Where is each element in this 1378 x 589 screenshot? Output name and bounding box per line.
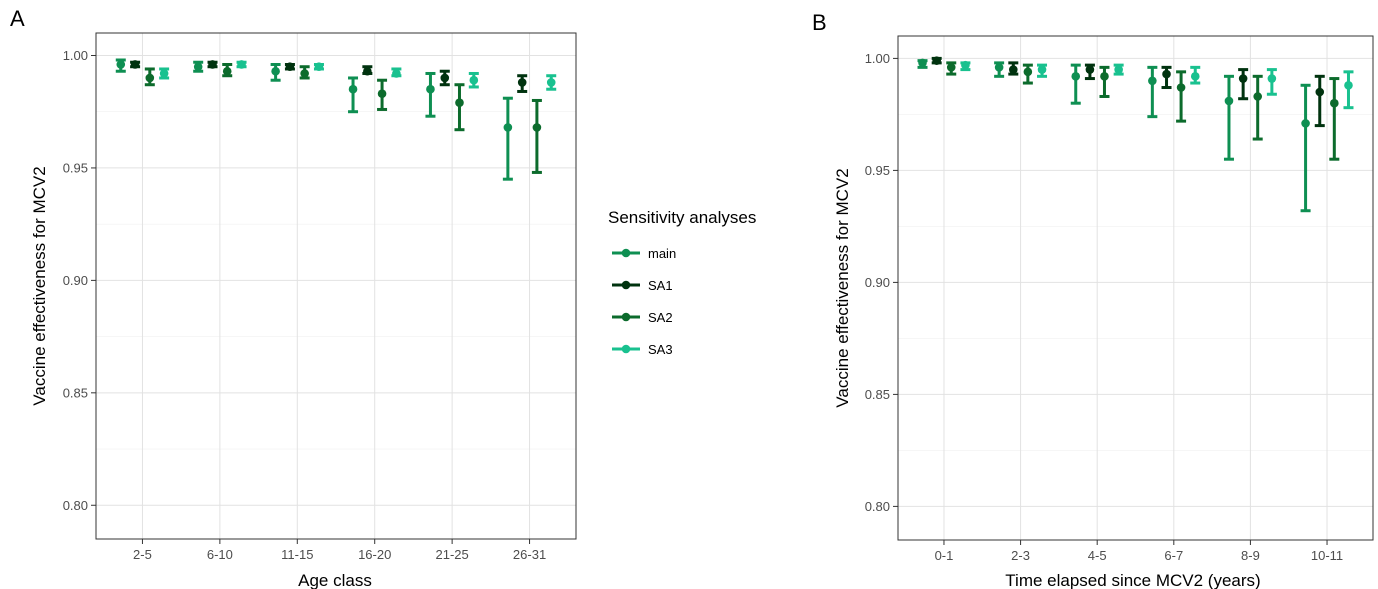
- panel-background: [898, 36, 1373, 540]
- legend-key-point: [621, 312, 631, 322]
- point-sa1: [440, 73, 450, 83]
- point-main: [503, 123, 513, 132]
- legend-label-sa2: SA2: [648, 310, 673, 325]
- point-sa2: [532, 123, 542, 132]
- point-main: [994, 63, 1004, 72]
- y-tick-label: 0.80: [63, 498, 88, 513]
- point-sa1: [1238, 74, 1248, 83]
- point-sa3: [392, 69, 401, 78]
- point-sa1: [1085, 65, 1095, 74]
- point-main: [116, 60, 126, 69]
- point-sa3: [1344, 80, 1353, 90]
- x-tick-label: 26-31: [513, 547, 546, 562]
- panel-b-x-axis-title: Time elapsed since MCV2 (years): [1005, 571, 1260, 589]
- panel-a-x-axis-title: Age class: [298, 571, 372, 589]
- legend-label-sa1: SA1: [648, 278, 673, 293]
- x-tick-label: 21-25: [436, 547, 469, 562]
- panel-background: [96, 33, 576, 539]
- y-tick-label: 1.00: [865, 51, 890, 66]
- y-tick-label: 0.80: [865, 499, 890, 514]
- point-main: [426, 84, 435, 94]
- point-main: [271, 66, 280, 76]
- point-sa3: [1114, 65, 1123, 74]
- x-tick-label: 10-11: [1311, 548, 1343, 563]
- point-sa1: [1009, 65, 1018, 74]
- x-tick-label: 2-3: [1011, 548, 1030, 563]
- point-sa1: [363, 66, 372, 76]
- panel-letter-a: A: [10, 6, 25, 31]
- point-sa3: [1267, 74, 1277, 83]
- y-tick-label: 0.85: [865, 387, 890, 402]
- x-tick-label: 0-1: [935, 548, 954, 563]
- legend-key-point: [621, 248, 631, 258]
- point-sa3: [469, 75, 479, 85]
- point-main: [1224, 96, 1234, 106]
- point-sa2: [300, 69, 309, 78]
- legend: Sensitivity analyses main SA1 SA2 SA3: [608, 208, 756, 357]
- point-sa3: [237, 60, 246, 69]
- y-tick-label: 0.95: [865, 163, 890, 178]
- point-sa3: [159, 69, 169, 78]
- x-tick-label: 6-7: [1164, 548, 1183, 563]
- panel-border: [897, 35, 1374, 541]
- point-sa2: [1253, 92, 1262, 101]
- point-main: [1071, 72, 1081, 81]
- y-tick-label: 0.90: [63, 273, 88, 288]
- point-sa3: [1190, 72, 1200, 81]
- panel-b-plot: 0.80 0.85 0.90 0.95 1.00 0-1 2-3 4-5 6-7 8-9 10-11: [865, 35, 1374, 563]
- point-sa2: [377, 89, 387, 99]
- x-tick-label: 8-9: [1241, 548, 1260, 563]
- point-main: [348, 84, 358, 94]
- point-sa1: [1315, 87, 1325, 97]
- point-sa2: [1330, 98, 1339, 108]
- point-sa1: [130, 60, 140, 69]
- x-tick-label: 11-15: [281, 547, 313, 562]
- point-sa3: [1037, 65, 1047, 74]
- legend-label-main: main: [648, 246, 676, 261]
- point-main: [918, 58, 927, 68]
- panel-letter-b: B: [812, 10, 827, 35]
- legend-key-point: [621, 344, 631, 354]
- point-sa2: [1176, 83, 1186, 92]
- point-sa1: [1162, 69, 1171, 79]
- point-sa2: [946, 63, 956, 72]
- y-tick-label: 1.00: [63, 48, 88, 63]
- point-sa2: [145, 73, 155, 83]
- point-sa1: [932, 56, 941, 65]
- panel-a-y-axis-title: Vaccine effectiveness for MCV2: [30, 166, 49, 405]
- panel-border: [95, 32, 577, 540]
- panel-b-y-axis-title: Vaccine effectiveness for MCV2: [833, 168, 852, 407]
- point-sa3: [314, 62, 324, 72]
- point-sa2: [1100, 72, 1109, 81]
- x-tick-label: 4-5: [1088, 548, 1107, 563]
- point-main: [1148, 76, 1157, 86]
- legend-label-sa3: SA3: [648, 342, 673, 357]
- point-sa1: [285, 62, 295, 72]
- x-tick-label: 6-10: [207, 547, 233, 562]
- y-tick-label: 0.90: [865, 275, 890, 290]
- legend-key-point: [621, 280, 631, 290]
- point-sa2: [455, 98, 464, 108]
- x-tick-label: 16-20: [358, 547, 391, 562]
- y-tick-label: 0.95: [63, 160, 88, 175]
- y-tick-label: 0.85: [63, 385, 88, 400]
- point-sa1: [517, 78, 527, 87]
- panel-a-plot: 0.80 0.85 0.90 0.95 1.00 2-5 6-10 11-15 16-20 21-…: [63, 32, 577, 562]
- x-tick-label: 2-5: [133, 547, 152, 562]
- legend-title: Sensitivity analyses: [608, 208, 756, 227]
- point-main: [193, 62, 203, 72]
- point-sa1: [208, 60, 217, 69]
- point-sa3: [546, 78, 556, 87]
- point-sa2: [1023, 67, 1033, 77]
- point-sa3: [961, 60, 970, 70]
- point-main: [1301, 119, 1310, 128]
- point-sa2: [222, 66, 232, 76]
